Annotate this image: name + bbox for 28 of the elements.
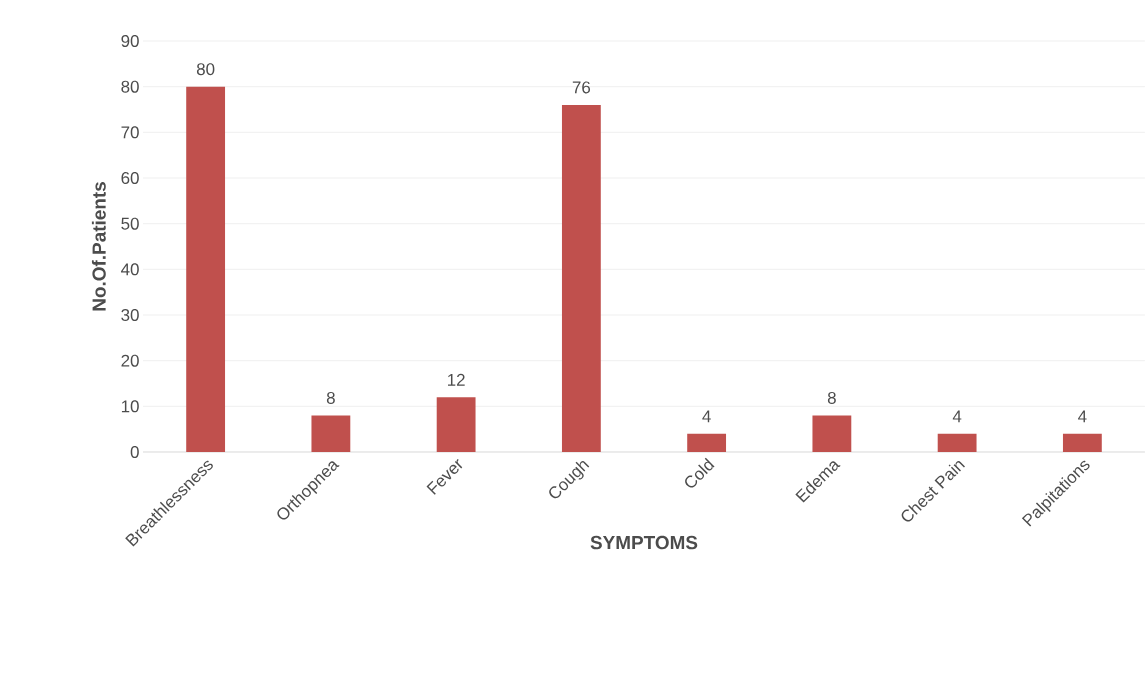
data-label: 80 [196,63,215,76]
bar [812,415,852,452]
data-label: 8 [827,391,836,404]
y-axis-title: No.Of.Patients [91,182,106,311]
bar [687,433,727,452]
y-tick-label: 80 [121,80,139,93]
y-tick-label: 50 [121,217,139,230]
bar [311,415,351,452]
y-tick-label: 40 [121,263,139,276]
y-tick-label: 10 [121,400,139,413]
bar [561,104,601,452]
y-tick-label: 60 [121,172,139,184]
data-label: 8 [326,391,335,404]
data-label: 4 [952,410,962,423]
x-axis-title: SYMPTOMS [590,535,698,550]
data-label: 4 [702,410,711,423]
bar [186,86,226,452]
y-tick-label: 70 [121,126,139,139]
bar [436,397,476,452]
y-tick-label: 90 [121,35,139,47]
data-label: 4 [1078,410,1087,423]
bar [1062,433,1102,452]
bar [937,433,977,452]
y-tick-label: 20 [121,354,139,367]
data-label: 12 [448,373,465,386]
y-tick-label: 30 [121,309,139,321]
y-tick-label: 0 [130,446,139,458]
data-label: 76 [572,81,591,94]
